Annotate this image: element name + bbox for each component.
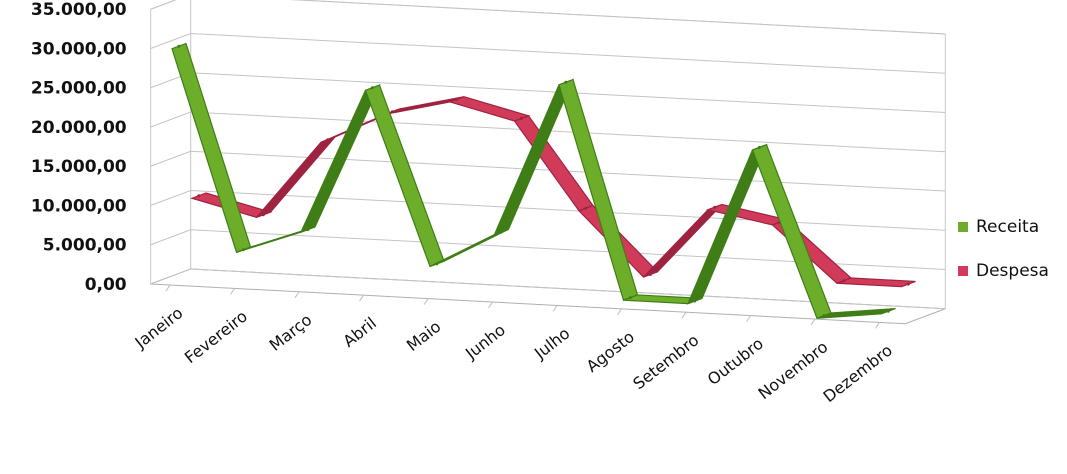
x-tick-label: Janeiro [131, 303, 187, 352]
data-point [886, 309, 890, 313]
y-tick-label: 10.000,00 [31, 196, 127, 216]
x-tick-mark [552, 305, 558, 312]
data-point [197, 194, 201, 198]
gridline [150, 150, 946, 192]
y-axis-ticks: 0,00 5.000,00 10.000,00 15.000,00 20.000,00 2… [31, 0, 127, 295]
x-tick-label: Junho [461, 320, 509, 363]
legend: Receita Despesa [958, 214, 1049, 302]
legend-swatch-receita [958, 222, 968, 232]
series-receita [171, 42, 896, 320]
x-tick-mark [230, 288, 235, 295]
data-point [584, 206, 588, 210]
x-tick-label: Abril [339, 313, 380, 350]
gridline [150, 189, 946, 231]
data-point [713, 205, 717, 209]
x-tick-label: Maio [403, 317, 445, 355]
x-tick-mark [617, 308, 622, 316]
x-tick-mark [488, 301, 493, 309]
data-point [326, 138, 330, 142]
x-tick-label: Fevereiro [181, 307, 251, 368]
data-point [370, 86, 374, 90]
x-tick-label: Julho [530, 324, 573, 364]
x-tick-mark [746, 315, 751, 322]
x-tick-label: Março [266, 310, 316, 355]
data-point [693, 299, 697, 303]
data-point [435, 262, 439, 266]
series-segment [836, 277, 916, 288]
data-point [177, 44, 181, 48]
gridline [150, 32, 946, 74]
x-tick-mark [875, 322, 880, 329]
data-point [564, 80, 568, 84]
legend-label-despesa: Despesa [976, 261, 1049, 281]
y-tick-label: 35.000,00 [31, 0, 127, 20]
data-point [261, 213, 265, 217]
legend-item-despesa: Despesa [958, 258, 1049, 284]
legend-swatch-despesa [958, 266, 968, 276]
gridline [150, 229, 946, 271]
data-point [842, 279, 846, 283]
x-tick-mark [810, 318, 816, 326]
series-segment [816, 307, 896, 319]
legend-label-receita: Receita [976, 217, 1040, 237]
data-point [499, 230, 503, 234]
y-tick-label: 20.000,00 [31, 118, 127, 138]
side-wall [150, 0, 192, 285]
x-tick-mark [294, 291, 300, 299]
x-tick-label: Outubro [704, 334, 767, 389]
x-tick-label: Dezembro [820, 341, 896, 407]
gridline [150, 0, 946, 35]
data-point [757, 145, 761, 149]
data-point [306, 228, 310, 232]
gridline [150, 111, 946, 153]
y-tick-label: 25.000,00 [31, 79, 127, 99]
data-point [822, 314, 826, 318]
x-tick-mark [423, 298, 429, 305]
y-tick-label: 30.000,00 [31, 39, 127, 59]
data-point [906, 282, 910, 286]
chart-walls [150, 0, 946, 325]
x-tick-label: Setembro [629, 330, 702, 393]
data-point [628, 296, 632, 300]
y-tick-label: 5.000,00 [43, 236, 127, 256]
y-tick-label: 15.000,00 [31, 157, 127, 177]
data-point [241, 248, 245, 252]
data-point [455, 97, 459, 101]
data-point [648, 272, 652, 276]
x-tick-label: Agosto [583, 327, 638, 376]
x-tick-mark [359, 294, 364, 302]
x-tick-mark [681, 311, 687, 319]
y-tick-label: 0,00 [85, 275, 127, 295]
data-point [519, 117, 523, 120]
x-tick-mark [165, 284, 171, 292]
series-layer [171, 42, 916, 320]
legend-item-receita: Receita [958, 214, 1049, 240]
data-point [390, 110, 394, 114]
